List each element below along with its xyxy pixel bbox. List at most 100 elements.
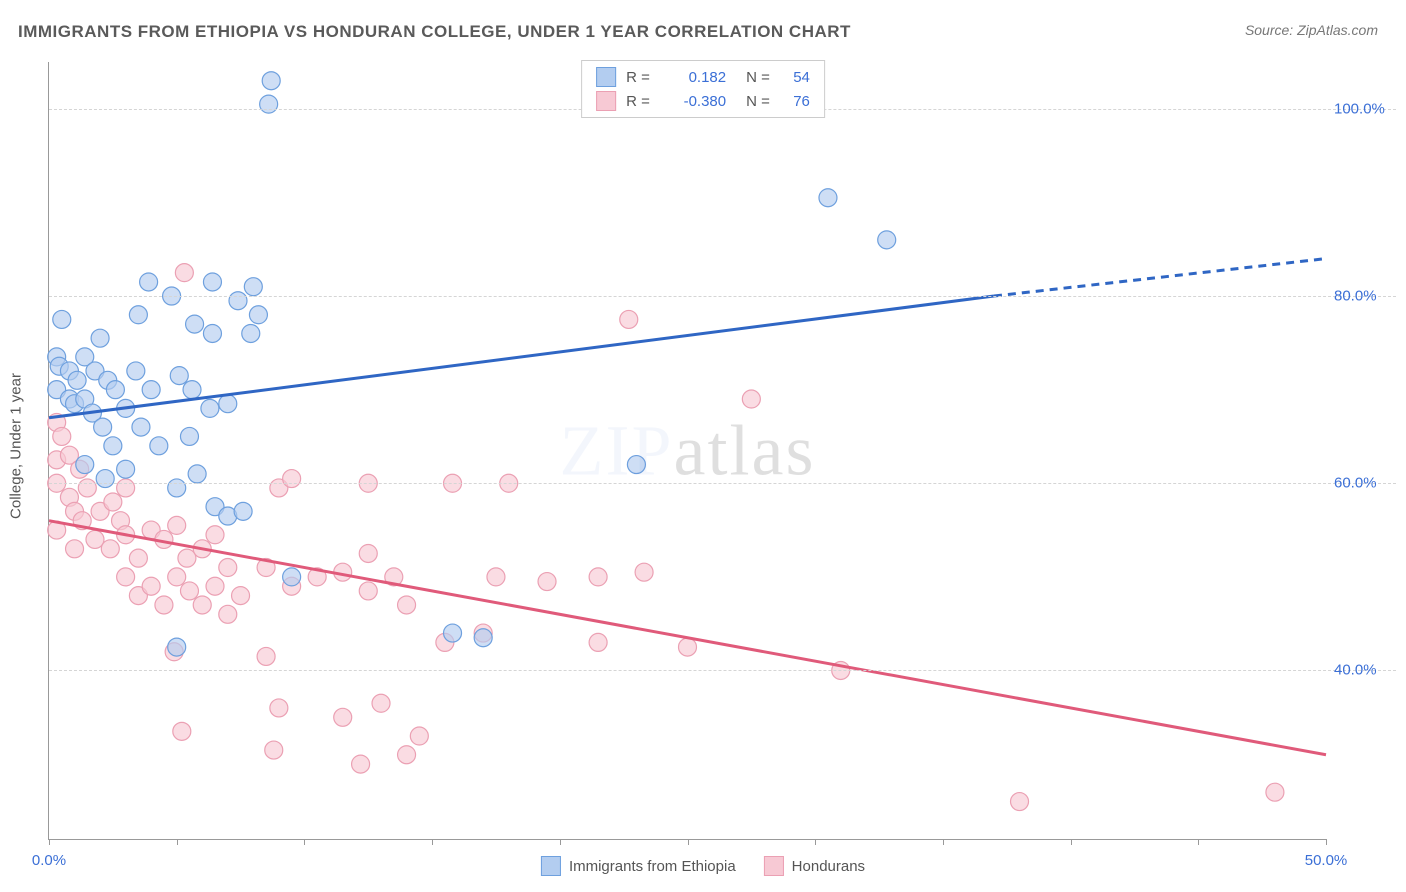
watermark-suffix: atlas xyxy=(674,410,816,490)
scatter-point xyxy=(183,381,201,399)
scatter-point xyxy=(232,587,250,605)
scatter-point xyxy=(352,755,370,773)
scatter-point xyxy=(219,605,237,623)
scatter-point xyxy=(1266,783,1284,801)
scatter-point xyxy=(359,544,377,562)
scatter-point xyxy=(244,278,262,296)
scatter-point xyxy=(142,577,160,595)
scatter-point xyxy=(229,292,247,310)
scatter-point xyxy=(372,694,390,712)
r-value: 0.182 xyxy=(666,69,726,86)
scatter-point xyxy=(206,526,224,544)
scatter-point xyxy=(91,329,109,347)
scatter-point xyxy=(270,699,288,717)
legend-item: Immigrants from Ethiopia xyxy=(541,856,736,876)
scatter-point xyxy=(219,559,237,577)
scatter-point xyxy=(487,568,505,586)
scatter-point xyxy=(635,563,653,581)
scatter-point xyxy=(257,647,275,665)
legend-swatch xyxy=(596,91,616,111)
scatter-point xyxy=(96,470,114,488)
scatter-point xyxy=(180,582,198,600)
legend-swatch xyxy=(541,856,561,876)
gridline-h xyxy=(49,670,1396,671)
watermark-prefix: ZIP xyxy=(560,410,674,490)
scatter-point xyxy=(117,568,135,586)
legend-swatch xyxy=(596,67,616,87)
scatter-point xyxy=(819,189,837,207)
scatter-point xyxy=(104,493,122,511)
scatter-point xyxy=(589,633,607,651)
scatter-point xyxy=(68,371,86,389)
scatter-point xyxy=(129,549,147,567)
scatter-point xyxy=(168,479,186,497)
scatter-point xyxy=(78,479,96,497)
scatter-point xyxy=(679,638,697,656)
legend-swatch xyxy=(764,856,784,876)
x-tick-mark xyxy=(304,839,305,845)
regression-line xyxy=(49,521,1326,755)
correlation-legend: R = 0.182 N = 54 R = -0.380 N = 76 xyxy=(581,60,825,118)
scatter-point xyxy=(1011,793,1029,811)
x-tick-mark xyxy=(49,839,50,845)
scatter-point xyxy=(101,540,119,558)
x-tick-mark xyxy=(943,839,944,845)
r-label: R = xyxy=(626,93,656,110)
scatter-point xyxy=(186,315,204,333)
scatter-point xyxy=(265,741,283,759)
scatter-point xyxy=(127,362,145,380)
scatter-point xyxy=(283,470,301,488)
scatter-point xyxy=(140,273,158,291)
scatter-point xyxy=(201,399,219,417)
n-value: 76 xyxy=(780,93,810,110)
scatter-point xyxy=(742,390,760,408)
scatter-point xyxy=(203,273,221,291)
scatter-point xyxy=(129,306,147,324)
scatter-point xyxy=(242,324,260,342)
x-tick-mark xyxy=(560,839,561,845)
scatter-point xyxy=(180,427,198,445)
scatter-point xyxy=(104,437,122,455)
y-tick-label: 80.0% xyxy=(1334,288,1398,305)
scatter-point xyxy=(53,427,71,445)
scatter-point xyxy=(66,540,84,558)
scatter-point xyxy=(620,310,638,328)
scatter-point xyxy=(203,324,221,342)
x-tick-mark xyxy=(815,839,816,845)
scatter-point xyxy=(106,381,124,399)
x-tick-label: 0.0% xyxy=(32,852,66,869)
scatter-point xyxy=(538,573,556,591)
series-legend: Immigrants from Ethiopia Hondurans xyxy=(541,856,865,876)
y-tick-label: 100.0% xyxy=(1334,100,1398,117)
chart-plot-area: ZIPatlas 40.0%60.0%80.0%100.0%0.0%50.0% xyxy=(48,62,1326,840)
watermark: ZIPatlas xyxy=(560,409,816,492)
y-axis-label: College, Under 1 year xyxy=(8,373,25,519)
x-tick-mark xyxy=(1326,839,1327,845)
scatter-point xyxy=(474,629,492,647)
x-tick-mark xyxy=(1198,839,1199,845)
scatter-point xyxy=(155,596,173,614)
scatter-point xyxy=(410,727,428,745)
r-value: -0.380 xyxy=(666,93,726,110)
scatter-point xyxy=(142,381,160,399)
scatter-point xyxy=(188,465,206,483)
scatter-point xyxy=(878,231,896,249)
scatter-point xyxy=(168,516,186,534)
scatter-point xyxy=(168,568,186,586)
scatter-point xyxy=(334,708,352,726)
legend-item: Hondurans xyxy=(764,856,865,876)
scatter-point xyxy=(193,596,211,614)
legend-row: R = 0.182 N = 54 xyxy=(596,67,810,87)
scatter-point xyxy=(150,437,168,455)
scatter-point xyxy=(117,460,135,478)
chart-title: IMMIGRANTS FROM ETHIOPIA VS HONDURAN COL… xyxy=(18,22,851,42)
scatter-point xyxy=(132,418,150,436)
n-label: N = xyxy=(746,93,770,110)
scatter-point xyxy=(249,306,267,324)
scatter-point xyxy=(283,568,301,586)
scatter-point xyxy=(359,582,377,600)
scatter-point xyxy=(398,746,416,764)
r-label: R = xyxy=(626,69,656,86)
x-tick-mark xyxy=(688,839,689,845)
scatter-point xyxy=(234,502,252,520)
